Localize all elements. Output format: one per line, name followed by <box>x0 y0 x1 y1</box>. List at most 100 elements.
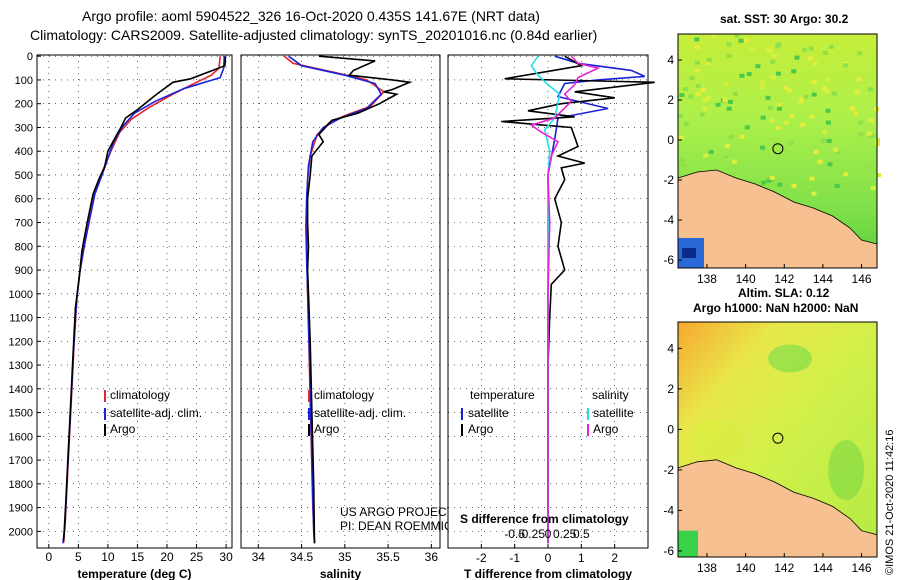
y-tick-label: 1600 <box>9 431 33 443</box>
sst-pixel <box>828 185 833 190</box>
argo-float-marker <box>772 432 784 444</box>
sst-pixel <box>771 54 777 59</box>
x-tick-label: 34 <box>252 550 266 564</box>
x-tick-label: 10 <box>101 550 115 564</box>
sst-pixel <box>776 102 782 107</box>
sst-pixel <box>760 145 765 150</box>
sst-pixel <box>678 113 683 118</box>
legend-label: Argo <box>314 422 340 436</box>
sst-pixel <box>843 172 849 177</box>
sla-map-subtitle: Argo h1000: NaN h2000: NaN <box>693 301 858 315</box>
y-tick-label: -6 <box>663 544 674 558</box>
sst-pixel <box>777 182 783 187</box>
sst-pixel <box>761 180 766 185</box>
x-tick-label: 36 <box>425 550 439 564</box>
sst-pixel <box>726 54 732 58</box>
sst-pixel <box>822 50 828 55</box>
sst-pixel <box>866 131 872 136</box>
legend-label: satellite-adj. clim. <box>314 406 406 420</box>
legend-temperature-title: temperature <box>470 388 535 402</box>
sst-pixel <box>731 159 737 164</box>
sst-pixel <box>760 115 766 120</box>
x-tick-label: 5 <box>75 550 82 564</box>
sst-pixel <box>715 102 721 107</box>
sst-pixel <box>769 176 775 180</box>
sst-pixel <box>788 141 794 145</box>
sst-pixel <box>724 144 730 149</box>
x-tick-label: 140 <box>736 561 756 575</box>
sst-pixel <box>695 68 701 73</box>
x-tick-label: -2 <box>476 551 487 565</box>
series-line-argo <box>306 55 413 544</box>
series-line-t-argo <box>501 55 655 544</box>
temperature-profile-panel: 0100200300400500600700800900100011001200… <box>9 51 234 580</box>
y-tick-label: 700 <box>15 218 33 230</box>
sst-pixel <box>766 178 772 183</box>
sst-pixel <box>868 87 874 92</box>
sst-pixel <box>688 94 694 99</box>
y-tick-label: 500 <box>15 170 33 182</box>
sst-pixel <box>770 75 776 80</box>
sst-pixel <box>770 59 776 64</box>
y-tick-label: 1200 <box>9 336 33 348</box>
y-tick-label: 1700 <box>9 455 33 467</box>
sst-pixel <box>743 38 749 43</box>
sla-anomaly <box>828 439 865 500</box>
s-diff-tick-label: -0.5 <box>504 527 525 541</box>
y-tick-label: -2 <box>663 173 674 187</box>
sst-pixel <box>724 155 730 160</box>
x-tick-label: 1 <box>578 551 585 565</box>
x-tick-label: -1 <box>509 551 520 565</box>
sst-pixel <box>799 97 805 101</box>
sst-pixel <box>765 95 771 100</box>
sla-map-panel: Altim. SLA: 0.12 Argo h1000: NaN h2000: … <box>663 286 878 575</box>
sst-pixel <box>695 91 701 96</box>
sst-pixel <box>868 118 874 123</box>
y-tick-label: 100 <box>15 75 33 87</box>
sst-pixel <box>699 112 705 117</box>
x-tick-label: 146 <box>852 272 872 286</box>
sst-pixel <box>784 120 789 125</box>
legend-label: satellite-adj. clim. <box>110 406 202 420</box>
sst-pixel <box>678 135 684 140</box>
x-axis-label: T difference from climatology <box>464 567 632 580</box>
sst-pixel <box>706 96 712 100</box>
y-tick-label: 1000 <box>9 289 33 301</box>
sst-pixel <box>866 165 872 170</box>
sst-pixel <box>876 173 881 178</box>
sst-pixel <box>811 191 817 196</box>
y-tick-label: 2 <box>667 93 674 107</box>
credit-pi: PI: DEAN ROEMMICH <box>340 519 461 533</box>
sst-pixel <box>786 88 792 93</box>
sst-pixel <box>857 51 863 56</box>
sst-pixel <box>800 122 806 127</box>
sst-pixel <box>702 98 708 102</box>
x-axis-label: temperature (deg C) <box>77 567 191 580</box>
y-tick-label: 4 <box>667 341 674 355</box>
y-tick-label: 200 <box>15 99 33 111</box>
sst-pixel <box>791 183 797 188</box>
sst-pixel <box>822 130 828 135</box>
sst-pixel <box>854 189 860 194</box>
y-tick-label: -4 <box>663 213 674 227</box>
sst-pixel <box>759 80 765 85</box>
sst-pixel <box>694 37 700 42</box>
sst-pixel <box>870 186 876 190</box>
sst-pixel <box>769 118 775 123</box>
x-tick-label: 144 <box>813 272 833 286</box>
sst-pixel <box>843 63 849 68</box>
sst-pixel <box>813 150 819 154</box>
sst-pixel <box>853 111 859 116</box>
sst-pixel <box>694 45 700 50</box>
x-tick-label: 20 <box>160 550 174 564</box>
sst-pixel <box>694 60 700 65</box>
sst-pixel <box>744 125 750 130</box>
sst-pixel <box>824 77 830 82</box>
sst-pixel <box>703 153 709 158</box>
x-axis-label: salinity <box>320 567 362 580</box>
sst-pixel <box>849 106 855 111</box>
s-diff-tick-label: 0.25 <box>553 527 577 541</box>
imos-credit: ©IMOS 21-Oct-2020 11:42:16 <box>884 430 896 575</box>
sst-pixel <box>825 89 830 94</box>
sst-pixel <box>706 58 712 63</box>
